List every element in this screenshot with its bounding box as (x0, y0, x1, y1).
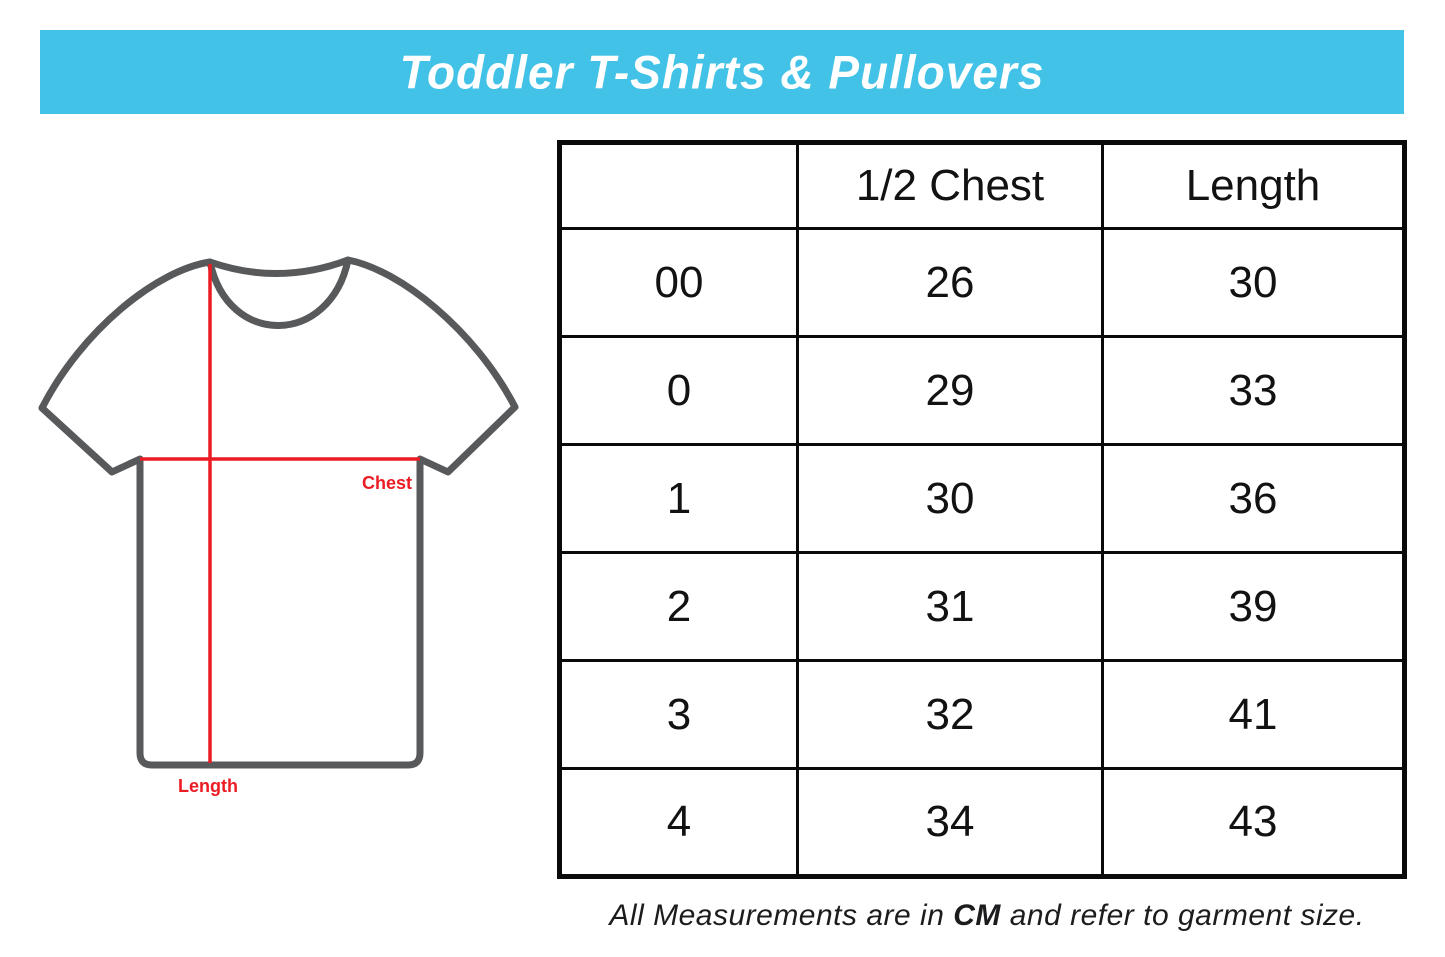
tshirt-diagram: Chest Length (30, 240, 550, 810)
size-cell: 0 (558, 335, 799, 446)
table-row: 2 31 39 (558, 551, 1406, 662)
size-cell: 1 (558, 443, 799, 554)
length-cell: 33 (1101, 335, 1406, 446)
size-cell: 3 (558, 659, 799, 770)
length-cell: 36 (1101, 443, 1406, 554)
table-row: 1 30 36 (558, 443, 1406, 554)
half-chest-cell: 30 (796, 443, 1104, 554)
length-cell: 43 (1101, 767, 1406, 878)
size-cell: 2 (558, 551, 799, 662)
size-cell: 00 (558, 227, 799, 338)
size-table: 1/2 Chest Length 00 26 30 0 29 33 1 30 3… (557, 140, 1407, 879)
length-cell: 30 (1101, 227, 1406, 338)
table-header-row: 1/2 Chest Length (558, 141, 1406, 230)
length-column-header: Length (1101, 141, 1406, 230)
table-row: 3 32 41 (558, 659, 1406, 770)
table-row: 0 29 33 (558, 335, 1406, 446)
size-column-header (558, 141, 799, 230)
length-cell: 39 (1101, 551, 1406, 662)
note-unit-cm: CM (953, 899, 1001, 932)
half-chest-cell: 26 (796, 227, 1104, 338)
collar-scoop (206, 256, 352, 329)
half-chest-cell: 31 (796, 551, 1104, 662)
length-cell: 41 (1101, 659, 1406, 770)
length-label: Length (178, 776, 238, 796)
tshirt-outline (38, 256, 519, 769)
size-cell: 4 (558, 767, 799, 878)
half-chest-cell: 34 (796, 767, 1104, 878)
half-chest-cell: 32 (796, 659, 1104, 770)
tshirt-diagram-svg: Chest Length (38, 256, 519, 796)
table-row: 00 26 30 (558, 227, 1406, 338)
measurement-note: All Measurements are in CM and refer to … (557, 899, 1417, 933)
note-prefix: All Measurements are in (609, 899, 954, 932)
table-row: 4 34 43 (558, 767, 1406, 878)
half-chest-column-header: 1/2 Chest (796, 141, 1104, 230)
chest-label: Chest (362, 473, 412, 493)
note-suffix: and refer to garment size. (1000, 899, 1365, 932)
title-banner: Toddler T-Shirts & Pullovers (40, 30, 1404, 114)
page-title: Toddler T-Shirts & Pullovers (399, 45, 1045, 99)
half-chest-cell: 29 (796, 335, 1104, 446)
